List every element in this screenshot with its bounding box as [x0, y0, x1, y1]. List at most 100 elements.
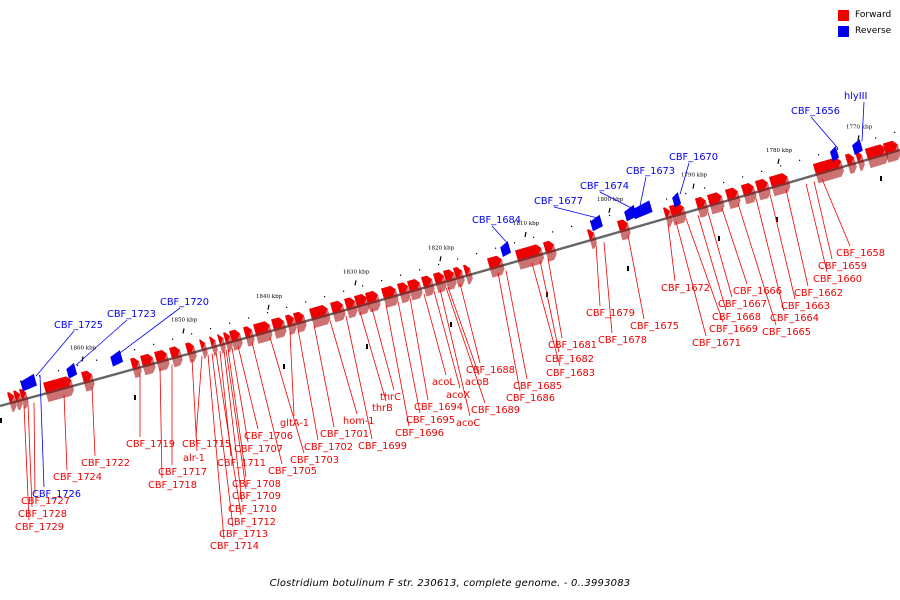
- forward-gene-leader: [225, 349, 247, 490]
- reverse-gene-label[interactable]: CBF_1673: [626, 166, 675, 177]
- forward-gene-label[interactable]: CBF_1696: [395, 428, 444, 439]
- forward-gene-label[interactable]: CBF_1719: [126, 439, 175, 450]
- tick-label: 1770 kbp: [846, 124, 873, 130]
- forward-gene-label[interactable]: thrB: [372, 403, 393, 414]
- major-tick: [354, 280, 357, 286]
- tick-label: 1840 kbp: [256, 294, 283, 300]
- reverse-gene-label[interactable]: CBF_1656: [791, 106, 840, 117]
- forward-gene-label[interactable]: CBF_1722: [81, 458, 130, 469]
- reverse-gene-label[interactable]: CBF_1723: [107, 309, 156, 320]
- forward-gene-label[interactable]: CBF_1711: [217, 458, 266, 469]
- reverse-gene-label[interactable]: CBF_1674: [580, 181, 629, 192]
- forward-gene-label[interactable]: CBF_1689: [471, 405, 520, 416]
- forward-gene-glyph: [724, 187, 741, 210]
- reverse-gene-label[interactable]: CBF_1677: [534, 196, 583, 207]
- forward-gene-glyph: [199, 339, 208, 359]
- forward-gene-label[interactable]: hom-1: [343, 416, 375, 427]
- forward-gene-glyph: [130, 357, 142, 379]
- minor-tick: [39, 375, 41, 377]
- forward-gene-label[interactable]: CBF_1671: [692, 338, 741, 349]
- forward-gene-label[interactable]: acoX: [446, 390, 470, 401]
- forward-gene-label[interactable]: CBF_1715: [182, 439, 231, 450]
- forward-gene-label[interactable]: CBF_1712: [227, 517, 276, 528]
- reverse-gene-leader: [35, 330, 75, 377]
- forward-gene-label[interactable]: CBF_1662: [794, 288, 843, 299]
- reverse-gene-label[interactable]: CBF_1670: [669, 152, 718, 163]
- forward-gene-label[interactable]: CBF_1658: [836, 248, 885, 259]
- forward-gene-label[interactable]: CBF_1666: [733, 286, 782, 297]
- minor-tick: [514, 242, 516, 244]
- reverse-gene-label[interactable]: CBF_1684: [472, 215, 521, 226]
- tick-label: 1790 kbp: [681, 173, 708, 179]
- reverse-gene-label[interactable]: hlyIII: [844, 91, 867, 102]
- forward-gene-label[interactable]: thrC: [380, 392, 401, 403]
- forward-gene-label[interactable]: CBF_1668: [712, 312, 761, 323]
- forward-gene-label[interactable]: acoL: [432, 377, 455, 388]
- forward-gene-label[interactable]: CBF_1706: [244, 431, 293, 442]
- minor-tick: [324, 296, 326, 298]
- forward-gene-glyph: [706, 192, 725, 215]
- reverse-gene-label[interactable]: CBF_1725: [54, 320, 103, 331]
- forward-gene-glyph: [154, 349, 170, 372]
- forward-gene-label[interactable]: CBF_1724: [53, 472, 102, 483]
- reverse-gene-label[interactable]: CBF_1726: [32, 489, 81, 500]
- minor-tick: [571, 225, 573, 228]
- forward-gene-label[interactable]: CBF_1682: [545, 354, 594, 365]
- forward-gene-leader: [595, 244, 601, 307]
- forward-gene-glyph: [542, 240, 557, 262]
- forward-gene-leader: [409, 297, 429, 401]
- reverse-gene-label[interactable]: CBF_1720: [160, 297, 209, 308]
- forward-gene-label[interactable]: CBF_1707: [234, 444, 283, 455]
- forward-gene-label[interactable]: CBF_1669: [709, 324, 758, 335]
- forward-gene-glyph: [442, 269, 457, 291]
- forward-gene-label[interactable]: CBF_1672: [661, 283, 710, 294]
- forward-gene-label[interactable]: CBF_1728: [18, 509, 67, 520]
- reverse-gene-leader: [553, 206, 599, 219]
- forward-gene-leader: [627, 235, 645, 320]
- forward-gene-label[interactable]: acoB: [465, 377, 489, 388]
- forward-gene-label[interactable]: CBF_1686: [506, 393, 555, 404]
- forward-gene-glyph: [293, 311, 307, 333]
- forward-gene-label[interactable]: CBF_1702: [304, 442, 353, 453]
- forward-gene-glyph: [407, 279, 423, 301]
- minor-tick: [818, 154, 820, 156]
- forward-gene-label[interactable]: acoC: [456, 418, 480, 429]
- forward-gene-label[interactable]: CBF_1709: [232, 491, 281, 502]
- forward-gene-label[interactable]: CBF_1714: [210, 541, 259, 552]
- forward-gene-glyph: [330, 300, 346, 323]
- forward-gene-label[interactable]: CBF_1695: [406, 415, 455, 426]
- forward-gene-label[interactable]: CBF_1727: [21, 496, 70, 507]
- forward-gene-leader: [423, 293, 447, 376]
- reverse-gene-leader: [679, 162, 690, 195]
- forward-gene-label[interactable]: CBF_1688: [466, 365, 515, 376]
- forward-gene-label[interactable]: CBF_1701: [320, 429, 369, 440]
- forward-gene-label[interactable]: alr-1: [183, 453, 205, 464]
- minor-tick: [381, 279, 383, 282]
- forward-gene-label[interactable]: CBF_1675: [630, 321, 679, 332]
- forward-gene-label[interactable]: CBF_1665: [762, 327, 811, 338]
- forward-gene-label[interactable]: CBF_1685: [513, 381, 562, 392]
- forward-gene-label[interactable]: CBF_1699: [358, 441, 407, 452]
- forward-gene-label[interactable]: CBF_1678: [598, 335, 647, 346]
- forward-gene-label[interactable]: CBF_1683: [546, 368, 595, 379]
- forward-gene-label[interactable]: CBF_1703: [290, 455, 339, 466]
- forward-gene-label[interactable]: CBF_1681: [548, 340, 597, 351]
- forward-gene-label[interactable]: CBF_1718: [148, 480, 197, 491]
- forward-gene-label[interactable]: CBF_1660: [813, 274, 862, 285]
- forward-gene-label[interactable]: CBF_1708: [232, 479, 281, 490]
- forward-gene-glyph: [43, 376, 75, 403]
- forward-gene-label[interactable]: CBF_1663: [781, 301, 830, 312]
- forward-gene-label[interactable]: CBF_1729: [15, 522, 64, 533]
- forward-gene-label[interactable]: CBF_1713: [219, 529, 268, 540]
- minor-tick: [590, 220, 592, 222]
- forward-gene-label[interactable]: gltA-1: [280, 418, 309, 429]
- forward-gene-label[interactable]: CBF_1694: [414, 402, 463, 413]
- forward-gene-label[interactable]: CBF_1664: [770, 313, 819, 324]
- forward-gene-label[interactable]: CBF_1659: [818, 261, 867, 272]
- forward-gene-label[interactable]: CBF_1710: [228, 504, 277, 515]
- forward-gene-leader: [269, 337, 305, 454]
- forward-gene-label[interactable]: CBF_1705: [268, 466, 317, 477]
- forward-gene-label[interactable]: CBF_1717: [158, 467, 207, 478]
- forward-gene-label[interactable]: CBF_1667: [718, 299, 767, 310]
